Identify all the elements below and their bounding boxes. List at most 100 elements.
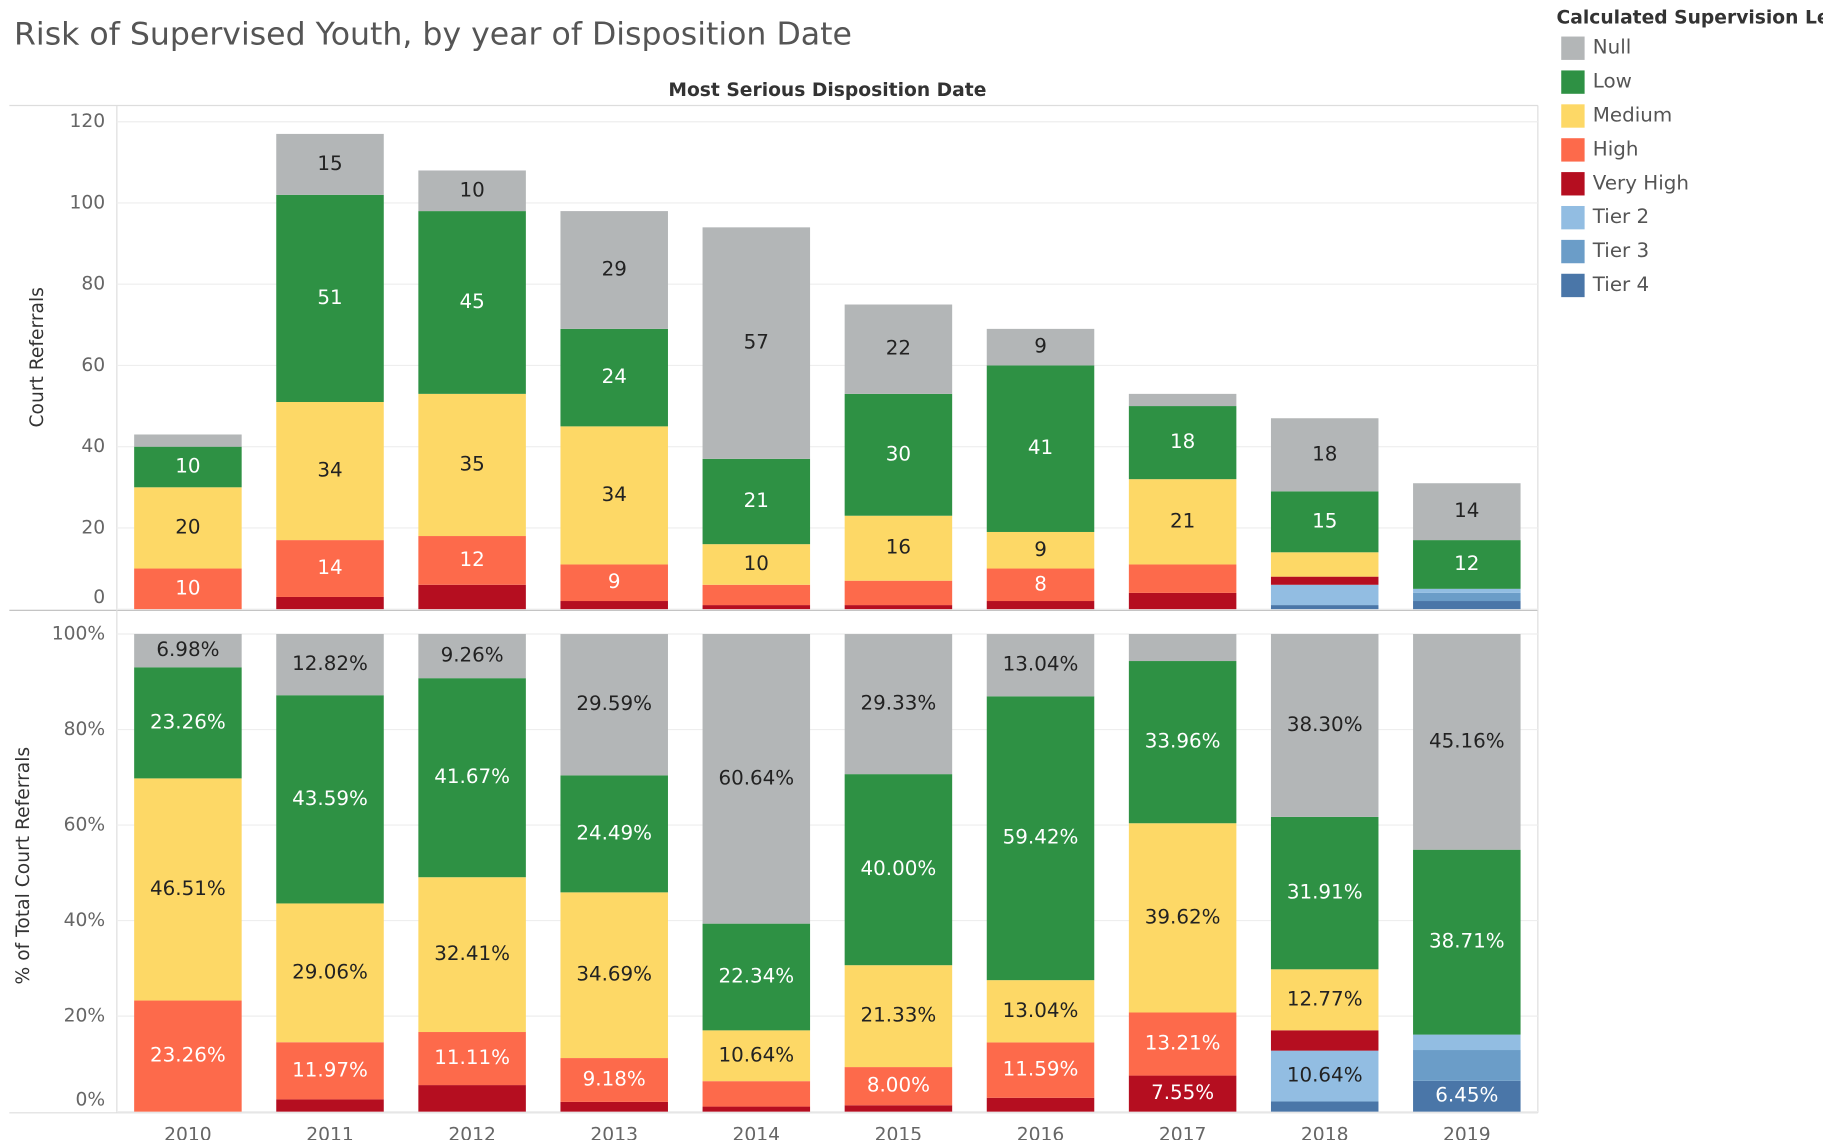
data-label: 9.26% [441, 644, 504, 667]
bar-segment [986, 328, 1095, 366]
x-tick-label: 2015 [875, 1125, 923, 1140]
data-label: 29.59% [576, 692, 652, 715]
bar-segment [560, 634, 668, 776]
bar-segment [986, 601, 1095, 610]
data-label: 18 [1170, 430, 1195, 453]
x-tick-label: 2014 [733, 1125, 781, 1140]
y-tick-label: 0% [76, 1089, 106, 1110]
data-label: 59.42% [1003, 826, 1079, 849]
y-tick-label: 120 [70, 111, 106, 132]
bar-segment [986, 696, 1095, 981]
bar-segment [1128, 1012, 1237, 1076]
bar-segment [702, 1030, 811, 1082]
data-label: 16 [886, 536, 911, 559]
bar-segment [560, 564, 668, 602]
data-label: 22.34% [718, 964, 794, 987]
bar-segment [418, 633, 526, 679]
bar-segment [276, 633, 384, 696]
bar-segment [844, 393, 953, 516]
bar-segment [418, 1085, 526, 1112]
bar-segment [560, 211, 668, 329]
bar-segment [702, 1081, 811, 1107]
bar-segment [418, 211, 526, 394]
bar-segment [702, 633, 811, 924]
bar-segment [702, 1106, 811, 1112]
bar-segment [418, 584, 526, 610]
bar-segment [276, 903, 384, 1043]
bar-segment [1270, 816, 1379, 970]
legend-swatch [1561, 172, 1585, 196]
bar-segment [134, 778, 242, 1001]
bar-segment [560, 426, 668, 565]
data-label: 32.41% [434, 942, 510, 965]
bar-segment [1413, 1050, 1521, 1081]
bar-segment [844, 304, 953, 394]
data-label: 40.00% [861, 857, 937, 880]
bar-segment [986, 1097, 1095, 1112]
data-label: 13.04% [1003, 653, 1079, 676]
data-label: 21 [1170, 509, 1195, 532]
bar-segment [134, 633, 242, 668]
data-label: 10 [175, 576, 200, 599]
data-label: 34.69% [576, 963, 652, 986]
data-label: 13.04% [1003, 999, 1079, 1022]
legend-label: Low [1593, 70, 1632, 93]
bar-segment [276, 401, 384, 541]
data-label: 6.98% [156, 638, 219, 661]
y-tick-label: 80% [64, 719, 106, 740]
bar-segment [844, 634, 953, 775]
data-label: 9.18% [583, 1067, 646, 1090]
bar-segment [702, 544, 811, 585]
bar-segment [844, 1105, 953, 1112]
legend-label: Very High [1593, 171, 1689, 194]
bar-segment [986, 634, 1095, 697]
bar-segment [1413, 1080, 1521, 1112]
bar-segment [702, 227, 811, 459]
y-tick-label: 20% [64, 1006, 106, 1027]
bar-segment [986, 1042, 1095, 1098]
bar-segment [134, 568, 242, 610]
y-tick-label: 100 [70, 192, 106, 213]
bar-segment [1270, 1050, 1379, 1102]
bar-segment [418, 393, 526, 537]
x-tick-label: 2010 [164, 1125, 212, 1140]
bar-segment [844, 605, 953, 610]
bar-segment [1413, 1034, 1521, 1051]
bar-segment [276, 1042, 384, 1100]
x-tick-label: 2018 [1301, 1125, 1349, 1140]
legend-label: Null [1593, 36, 1631, 59]
data-label: 60.64% [718, 766, 794, 789]
bar-segment [1413, 633, 1521, 850]
data-label: 9 [1034, 538, 1047, 561]
data-label: 23.26% [150, 1044, 226, 1067]
data-label: 33.96% [1145, 730, 1221, 753]
bar-segment [1128, 479, 1237, 565]
bar-segment [134, 446, 242, 488]
bar-segment [986, 568, 1095, 602]
bar-segment [560, 601, 668, 610]
bar-segment [1413, 592, 1521, 602]
y-tick-label: 60 [81, 355, 105, 376]
bar-segment [1270, 584, 1379, 606]
x-tick-label: 2012 [448, 1125, 496, 1140]
bar-segment [986, 980, 1095, 1043]
legend-label: Tier 4 [1592, 273, 1649, 296]
bar-segment [1413, 483, 1521, 541]
bar-segment [702, 584, 811, 606]
data-label: 15 [317, 152, 342, 175]
data-label: 8 [1034, 572, 1047, 595]
bar-segment [1270, 605, 1379, 610]
bar-segment [134, 667, 242, 779]
data-label: 7.55% [1151, 1081, 1214, 1104]
bar-segment [1270, 552, 1379, 577]
bar-segment [1128, 564, 1237, 593]
x-tick-label: 2016 [1017, 1125, 1065, 1140]
y-tick-label: 100% [52, 623, 105, 644]
data-label: 10 [175, 454, 200, 477]
y-tick-label: 80 [81, 274, 105, 295]
data-label: 29.06% [292, 960, 368, 983]
bar-segment [844, 515, 953, 581]
data-label: 29.33% [861, 692, 937, 715]
data-label: 11.11% [434, 1046, 510, 1069]
data-label: 14 [1454, 499, 1479, 522]
